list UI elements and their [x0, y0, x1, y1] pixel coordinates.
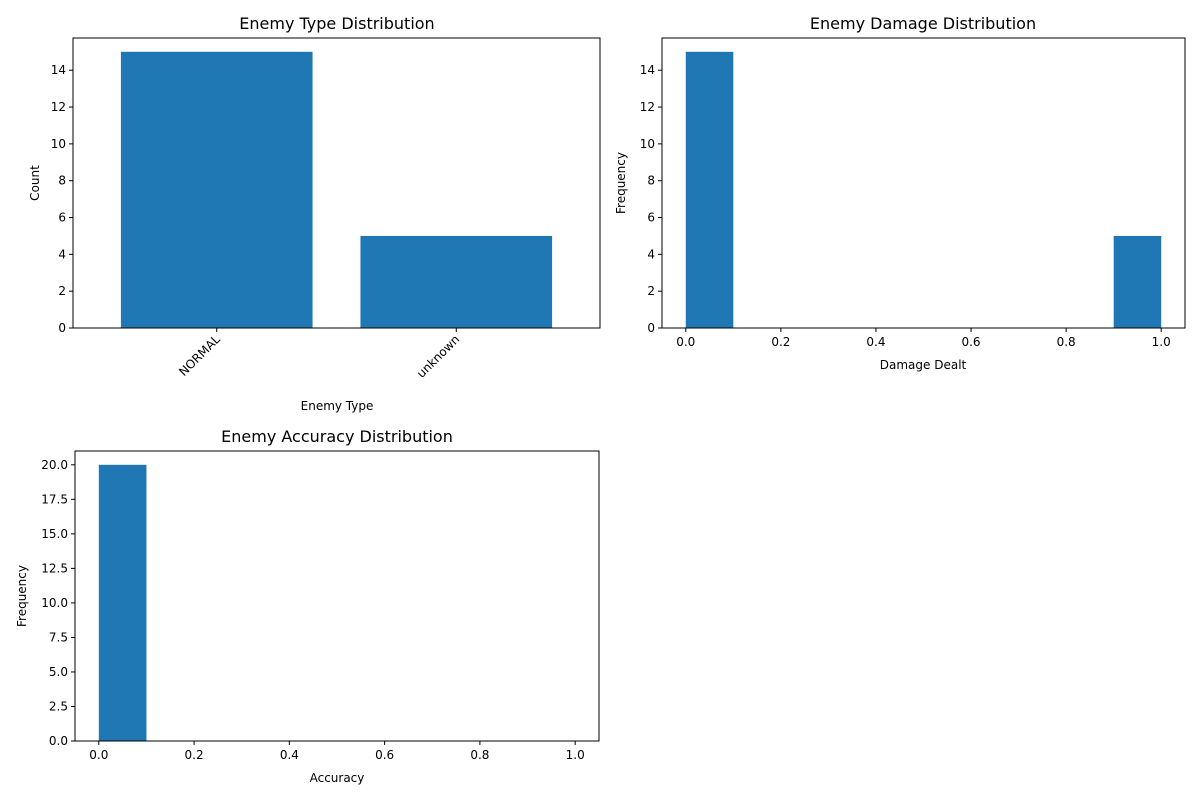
bars — [120, 51, 553, 329]
x-tick-label: 0.0 — [89, 748, 108, 762]
bar-normal — [120, 51, 313, 329]
histogram-bar — [98, 464, 147, 741]
y-tick-label: 6 — [58, 211, 66, 225]
bars — [685, 51, 1162, 329]
y-tick-label: 6 — [647, 211, 655, 225]
y-tick-label: 0.0 — [49, 734, 68, 748]
y-axis-label: Frequency — [15, 565, 29, 627]
y-tick-label: 4 — [647, 247, 655, 261]
histogram-bar — [685, 51, 734, 329]
y-tick-label: 2.5 — [49, 699, 68, 713]
x-tick-label: 0.4 — [866, 335, 885, 349]
y-tick-label: 12 — [51, 100, 66, 114]
x-tick-label: 0.2 — [185, 748, 204, 762]
x-tick-label: 0.6 — [375, 748, 394, 762]
x-axis-label: Accuracy — [310, 771, 365, 785]
x-tick-label: 0.8 — [1057, 335, 1076, 349]
x-tick-label: 0.2 — [771, 335, 790, 349]
plot-frame — [72, 37, 601, 329]
x-axis-label: Enemy Type — [301, 399, 374, 413]
chart-title: Enemy Type Distribution — [239, 14, 434, 33]
y-tick-label: 12 — [640, 100, 655, 114]
x-tick-label: 1.0 — [1152, 335, 1171, 349]
y-tick-label: 2 — [647, 284, 655, 298]
x-tick-label: 0.4 — [280, 748, 299, 762]
x-tick-label: 0.6 — [961, 335, 980, 349]
y-tick-label: 17.5 — [41, 492, 68, 506]
y-axis-label: Count — [28, 165, 42, 201]
chart-title: Enemy Damage Distribution — [810, 14, 1036, 33]
bar-unknown — [360, 235, 553, 328]
y-tick-label: 10 — [51, 137, 66, 151]
subplot-enemy-damage: Enemy Damage Distribution 0 2 4 6 8 10 12 14 0.… — [614, 14, 1186, 372]
x-axis-label: Damage Dealt — [880, 358, 967, 372]
y-tick-label: 8 — [58, 174, 66, 188]
x-axis: 0.0 0.2 0.4 0.6 0.8 1.0 — [676, 328, 1171, 349]
x-tick-label: 0.8 — [470, 748, 489, 762]
y-tick-label: 15.0 — [41, 527, 68, 541]
y-tick-label: 10 — [640, 137, 655, 151]
y-axis: 0.0 2.5 5.0 7.5 10.0 12.5 15.0 17.5 20.0 — [41, 458, 75, 748]
x-tick-label: 1.0 — [566, 748, 585, 762]
bars — [98, 464, 147, 741]
y-tick-label: 5.0 — [49, 665, 68, 679]
y-tick-label: 8 — [647, 174, 655, 188]
chart-title: Enemy Accuracy Distribution — [221, 427, 453, 446]
y-axis: 0 2 4 6 8 10 12 14 — [51, 63, 73, 335]
y-tick-label: 12.5 — [41, 561, 68, 575]
subplot-enemy-accuracy: Enemy Accuracy Distribution 0.0 2.5 5.0 7.5… — [15, 427, 600, 785]
y-axis-label: Frequency — [614, 152, 628, 214]
x-axis: 0.0 0.2 0.4 0.6 0.8 1.0 — [89, 741, 585, 762]
y-tick-label: 20.0 — [41, 458, 68, 472]
y-tick-label: 0 — [647, 321, 655, 335]
histogram-bar — [1113, 235, 1162, 328]
y-tick-label: 10.0 — [41, 596, 68, 610]
y-tick-label: 14 — [640, 63, 655, 77]
plot-frame — [661, 37, 1186, 329]
y-tick-label: 7.5 — [49, 630, 68, 644]
y-tick-label: 0 — [58, 321, 66, 335]
y-tick-label: 14 — [51, 63, 66, 77]
plot-frame — [74, 450, 600, 742]
y-axis: 0 2 4 6 8 10 12 14 — [640, 63, 662, 335]
x-tick-label: 0.0 — [676, 335, 695, 349]
y-tick-label: 4 — [58, 247, 66, 261]
y-tick-label: 2 — [58, 284, 66, 298]
